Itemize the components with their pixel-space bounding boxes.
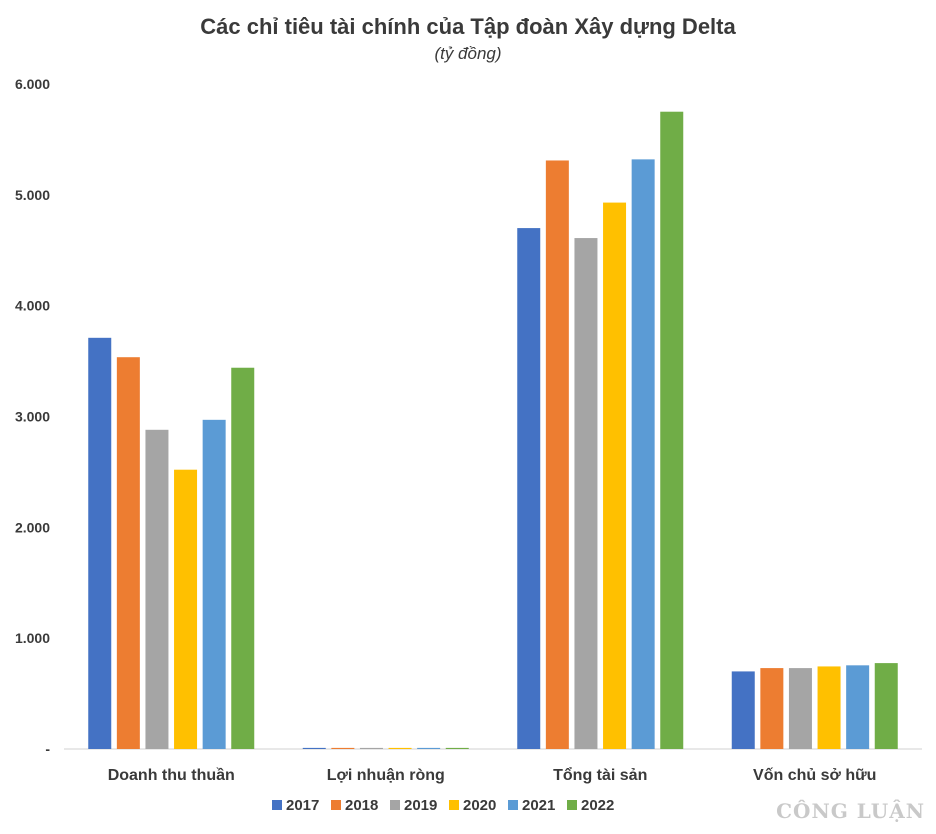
bar-2017-3 [517,228,541,750]
y-axis: - 1.000 2.000 3.000 4.000 5.000 6.000 [15,76,50,757]
legend-swatch-2021 [508,800,518,810]
bar-2020-1 [174,469,198,749]
y-tick-label: 5.000 [15,187,50,203]
legend: 2017 2018 2019 2020 2021 2022 [272,797,614,814]
bar-2022-1 [231,367,255,749]
x-axis: Doanh thu thuần Lợi nhuận ròng Tổng tài sả… [108,766,877,784]
bar-2017-4 [731,671,755,749]
bar-2022-2 [445,747,469,749]
bar-2017-2 [302,747,326,749]
legend-label-2022: 2022 [581,797,614,814]
bar-2019-1 [145,429,169,749]
bar-2021-1 [202,419,226,749]
bar-2017-1 [88,337,112,749]
bar-2020-2 [388,747,412,749]
y-tick-label: - [45,741,50,757]
bar-2020-4 [817,666,841,749]
x-tick-label: Doanh thu thuần [108,767,235,784]
watermark-logo: CÔNG LUẬN [776,798,925,823]
legend-label-2021: 2021 [522,797,555,814]
bar-2019-4 [788,668,812,749]
legend-label-2018: 2018 [345,797,378,814]
legend-swatch-2018 [331,800,341,810]
bar-2018-3 [545,160,569,750]
y-tick-label: 6.000 [15,76,50,92]
bar-2018-1 [116,357,140,749]
bar-2019-3 [574,238,598,749]
legend-label-2019: 2019 [404,797,437,814]
bar-2021-2 [417,747,441,749]
bars [88,111,898,750]
y-tick-label: 2.000 [15,519,50,535]
bar-2020-3 [603,202,627,749]
y-tick-label: 3.000 [15,409,50,425]
legend-swatch-2019 [390,800,400,810]
bar-2018-2 [331,747,355,749]
x-tick-label: Vốn chủ sở hữu [753,767,876,784]
chart-title: Các chỉ tiêu tài chính của Tập đoàn Xây … [200,14,736,39]
x-tick-label: Tổng tài sản [553,766,647,784]
bar-2022-3 [660,111,684,750]
bar-2019-2 [359,747,383,749]
bar-2021-3 [631,159,655,749]
x-tick-label: Lợi nhuận ròng [327,767,445,784]
bar-2022-4 [874,663,898,749]
y-tick-label: 4.000 [15,298,50,314]
chart-subtitle: (tỷ đồng) [434,44,501,63]
legend-swatch-2020 [449,800,459,810]
bar-2021-4 [846,665,870,749]
legend-swatch-2017 [272,800,282,810]
legend-swatch-2022 [567,800,577,810]
legend-label-2020: 2020 [463,797,496,814]
legend-label-2017: 2017 [286,797,319,814]
y-tick-label: 1.000 [15,630,50,646]
bar-2018-4 [760,668,784,749]
